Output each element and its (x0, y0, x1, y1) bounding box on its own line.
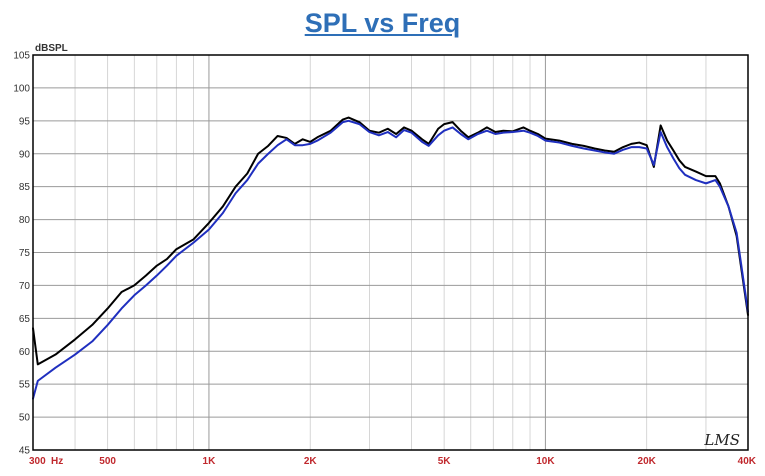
y-tick-label: 95 (19, 116, 31, 127)
y-tick-label: 85 (19, 182, 31, 193)
y-tick-label: 45 (19, 446, 31, 457)
lms-watermark: LMS (703, 431, 740, 449)
y-tick-label: 90 (19, 149, 31, 160)
x-tick-label: 10K (536, 456, 555, 467)
y-tick-label: 75 (19, 248, 31, 259)
y-tick-label: 80 (19, 215, 31, 226)
x-tick-label: 500 (99, 456, 116, 467)
y-axis-ticks: 45 50 55 60 65 70 75 80 85 90 95 100 105 (13, 51, 30, 457)
y-tick-label: 55 (19, 380, 31, 391)
y-axis-label: dBSPL (35, 43, 68, 54)
x-tick-label: 40K (738, 456, 757, 467)
x-axis-unit: Hz (51, 456, 63, 467)
y-tick-label: 50 (19, 413, 31, 424)
grid-major (33, 55, 748, 450)
plot-frame (32, 54, 749, 451)
y-tick-label: 60 (19, 347, 31, 358)
chart-title: SPL vs Freq (304, 8, 461, 38)
series-line-1 (32, 116, 749, 366)
x-tick-label: 2K (304, 456, 318, 467)
x-axis-ticks: 300 500 1K 2K 5K 10K 20K 40K (29, 456, 757, 467)
series-layer (32, 116, 749, 400)
x-tick-label: 5K (438, 456, 452, 467)
y-tick-label: 70 (19, 281, 31, 292)
y-tick-label: 100 (13, 83, 30, 94)
y-tick-label: 65 (19, 314, 31, 325)
x-tick-label: 1K (203, 456, 217, 467)
series-line-2 (32, 119, 749, 400)
x-tick-label: 300 (29, 456, 46, 467)
y-tick-label: 105 (13, 51, 30, 62)
x-tick-label: 20K (638, 456, 657, 467)
